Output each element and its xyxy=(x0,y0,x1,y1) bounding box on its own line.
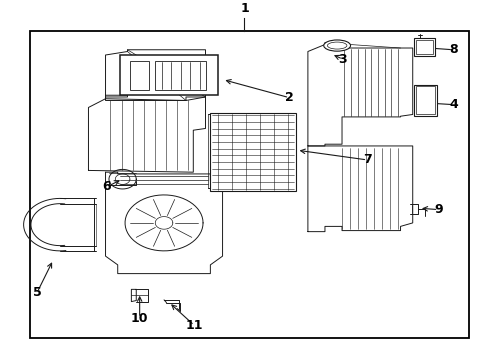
Ellipse shape xyxy=(327,42,346,49)
Text: 1: 1 xyxy=(240,2,248,15)
Bar xyxy=(155,61,206,90)
Text: 11: 11 xyxy=(185,319,203,332)
Bar xyxy=(120,55,217,95)
Text: 2: 2 xyxy=(285,91,293,104)
Bar xyxy=(415,86,434,114)
Bar xyxy=(413,85,436,116)
Ellipse shape xyxy=(323,40,350,51)
Text: 4: 4 xyxy=(449,98,458,111)
Text: 8: 8 xyxy=(448,43,457,56)
Bar xyxy=(30,31,468,338)
Text: 5: 5 xyxy=(33,285,41,299)
Bar xyxy=(413,38,434,56)
Text: 6: 6 xyxy=(102,180,111,193)
Text: 3: 3 xyxy=(338,53,346,66)
Bar xyxy=(210,113,295,192)
Text: 9: 9 xyxy=(433,203,442,216)
Text: 10: 10 xyxy=(131,311,148,324)
Text: 7: 7 xyxy=(362,153,371,166)
Bar xyxy=(415,40,432,54)
Bar xyxy=(130,61,149,90)
